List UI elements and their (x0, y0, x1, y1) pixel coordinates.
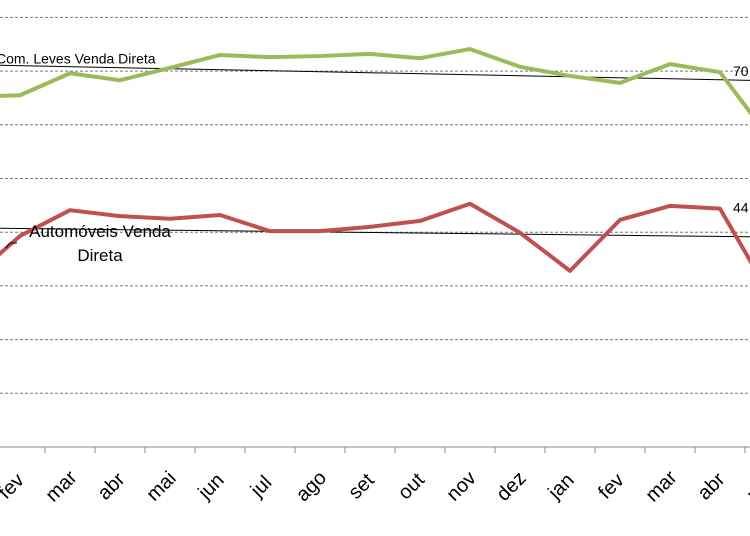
x-tick-label: abr (93, 468, 129, 504)
x-tick-label: jul (246, 472, 276, 502)
label-line: Direta (77, 246, 123, 265)
x-tick-label: nov (442, 467, 480, 505)
x-tick-label: fev (0, 469, 29, 503)
data-label: 70 (733, 63, 749, 79)
trend-line (0, 227, 750, 238)
x-tick-label: mai (742, 467, 750, 505)
x-tick-label: mai (142, 467, 180, 505)
series-line (0, 47, 750, 116)
series-label: Automóveis Venda Direta (29, 222, 171, 265)
label-line: Automóveis Venda (29, 222, 171, 241)
series-line (0, 201, 750, 273)
x-tick-label: ago (292, 467, 331, 506)
x-tick-label: mar (642, 466, 682, 506)
leader-line (5, 242, 17, 249)
data-label: 44 (733, 199, 749, 215)
x-tick-label: mar (42, 466, 82, 506)
x-tick-label: abr (693, 468, 729, 504)
x-tick-label: dez (492, 467, 530, 505)
x-tick-label: fev (594, 469, 628, 503)
x-tick-label: set (344, 469, 379, 504)
x-tick-label: jun (194, 469, 229, 504)
series-label: Com. Leves Venda Direta (0, 51, 156, 67)
x-tick-label: out (394, 469, 430, 505)
x-tick-label: jan (544, 469, 579, 504)
